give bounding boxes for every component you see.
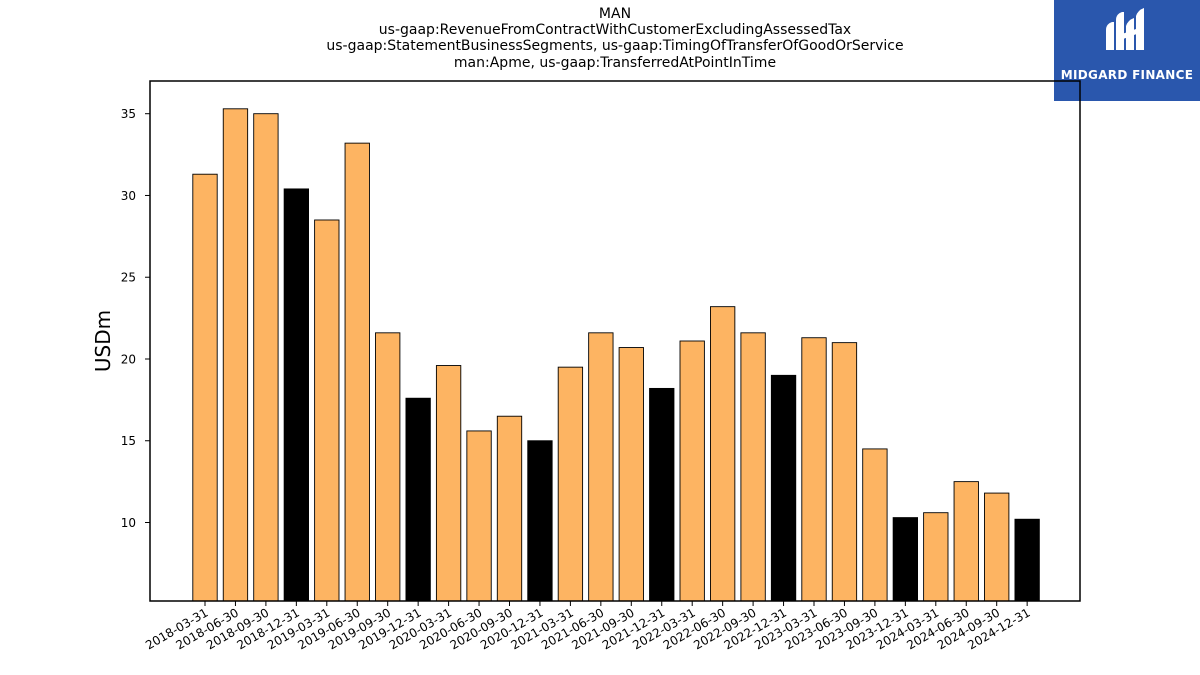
- title-line-3: us-gaap:StatementBusinessSegments, us-ga…: [326, 38, 904, 55]
- bar-2022-09-30: [740, 332, 766, 602]
- bar-2024-06-30: [953, 481, 979, 602]
- bar-2024-09-30: [984, 492, 1010, 602]
- logo-text: MIDGARD FINANCE: [1060, 68, 1194, 82]
- bar-2019-12-31: [405, 397, 431, 602]
- bar-2020-03-31: [435, 365, 462, 602]
- bar-2022-12-31: [770, 374, 797, 602]
- bar-2023-06-30: [831, 342, 858, 602]
- bars-group: [192, 108, 1040, 602]
- chart-title: MAN us-gaap:RevenueFromContractWithCusto…: [150, 6, 1080, 71]
- bar-2022-06-30: [710, 306, 736, 602]
- bar-2020-09-30: [496, 415, 523, 602]
- plot-frame: [149, 80, 1081, 602]
- bar-2023-12-31: [892, 517, 919, 602]
- y-tick-label: 10: [121, 516, 136, 530]
- bar-2021-03-31: [557, 366, 584, 602]
- midgard-logo-icon: [1106, 8, 1144, 50]
- title-line-2: us-gaap:RevenueFromContractWithCustomerE…: [378, 22, 852, 39]
- x-axis: 2018-03-312018-06-302018-09-302018-12-31…: [143, 601, 1033, 652]
- bar-2024-12-31: [1014, 518, 1040, 602]
- bar-2023-09-30: [862, 448, 888, 602]
- bar-2024-03-31: [923, 512, 949, 602]
- bar-2018-03-31: [192, 173, 218, 602]
- bar-2020-06-30: [466, 430, 492, 602]
- y-tick-label: 35: [121, 107, 136, 121]
- bar-2018-06-30: [222, 108, 249, 602]
- y-tick-label: 20: [121, 352, 136, 366]
- bar-2021-12-31: [649, 387, 675, 602]
- bar-2018-09-30: [253, 113, 279, 602]
- bar-2018-12-31: [283, 188, 309, 602]
- bar-2023-03-31: [801, 337, 827, 602]
- bar-2019-03-31: [314, 219, 340, 602]
- title-line-1: MAN: [598, 6, 632, 22]
- y-tick-label: 15: [121, 434, 136, 448]
- y-tick-label: 25: [121, 271, 136, 285]
- bar-2021-06-30: [588, 332, 614, 602]
- bar-2019-09-30: [375, 332, 401, 602]
- bar-2021-09-30: [618, 347, 644, 602]
- bar-2022-03-31: [679, 340, 705, 602]
- y-axis: 10 15 20 25 30 35: [121, 107, 150, 530]
- y-tick-label: 30: [121, 189, 136, 203]
- y-axis-label: USDm: [91, 310, 115, 372]
- midgard-finance-logo: MIDGARD FINANCE: [1054, 0, 1200, 101]
- title-line-4: man:Apme, us-gaap:TransferredAtPointInTi…: [453, 54, 777, 71]
- bar-2020-12-31: [527, 440, 553, 602]
- bar-2019-06-30: [344, 142, 370, 602]
